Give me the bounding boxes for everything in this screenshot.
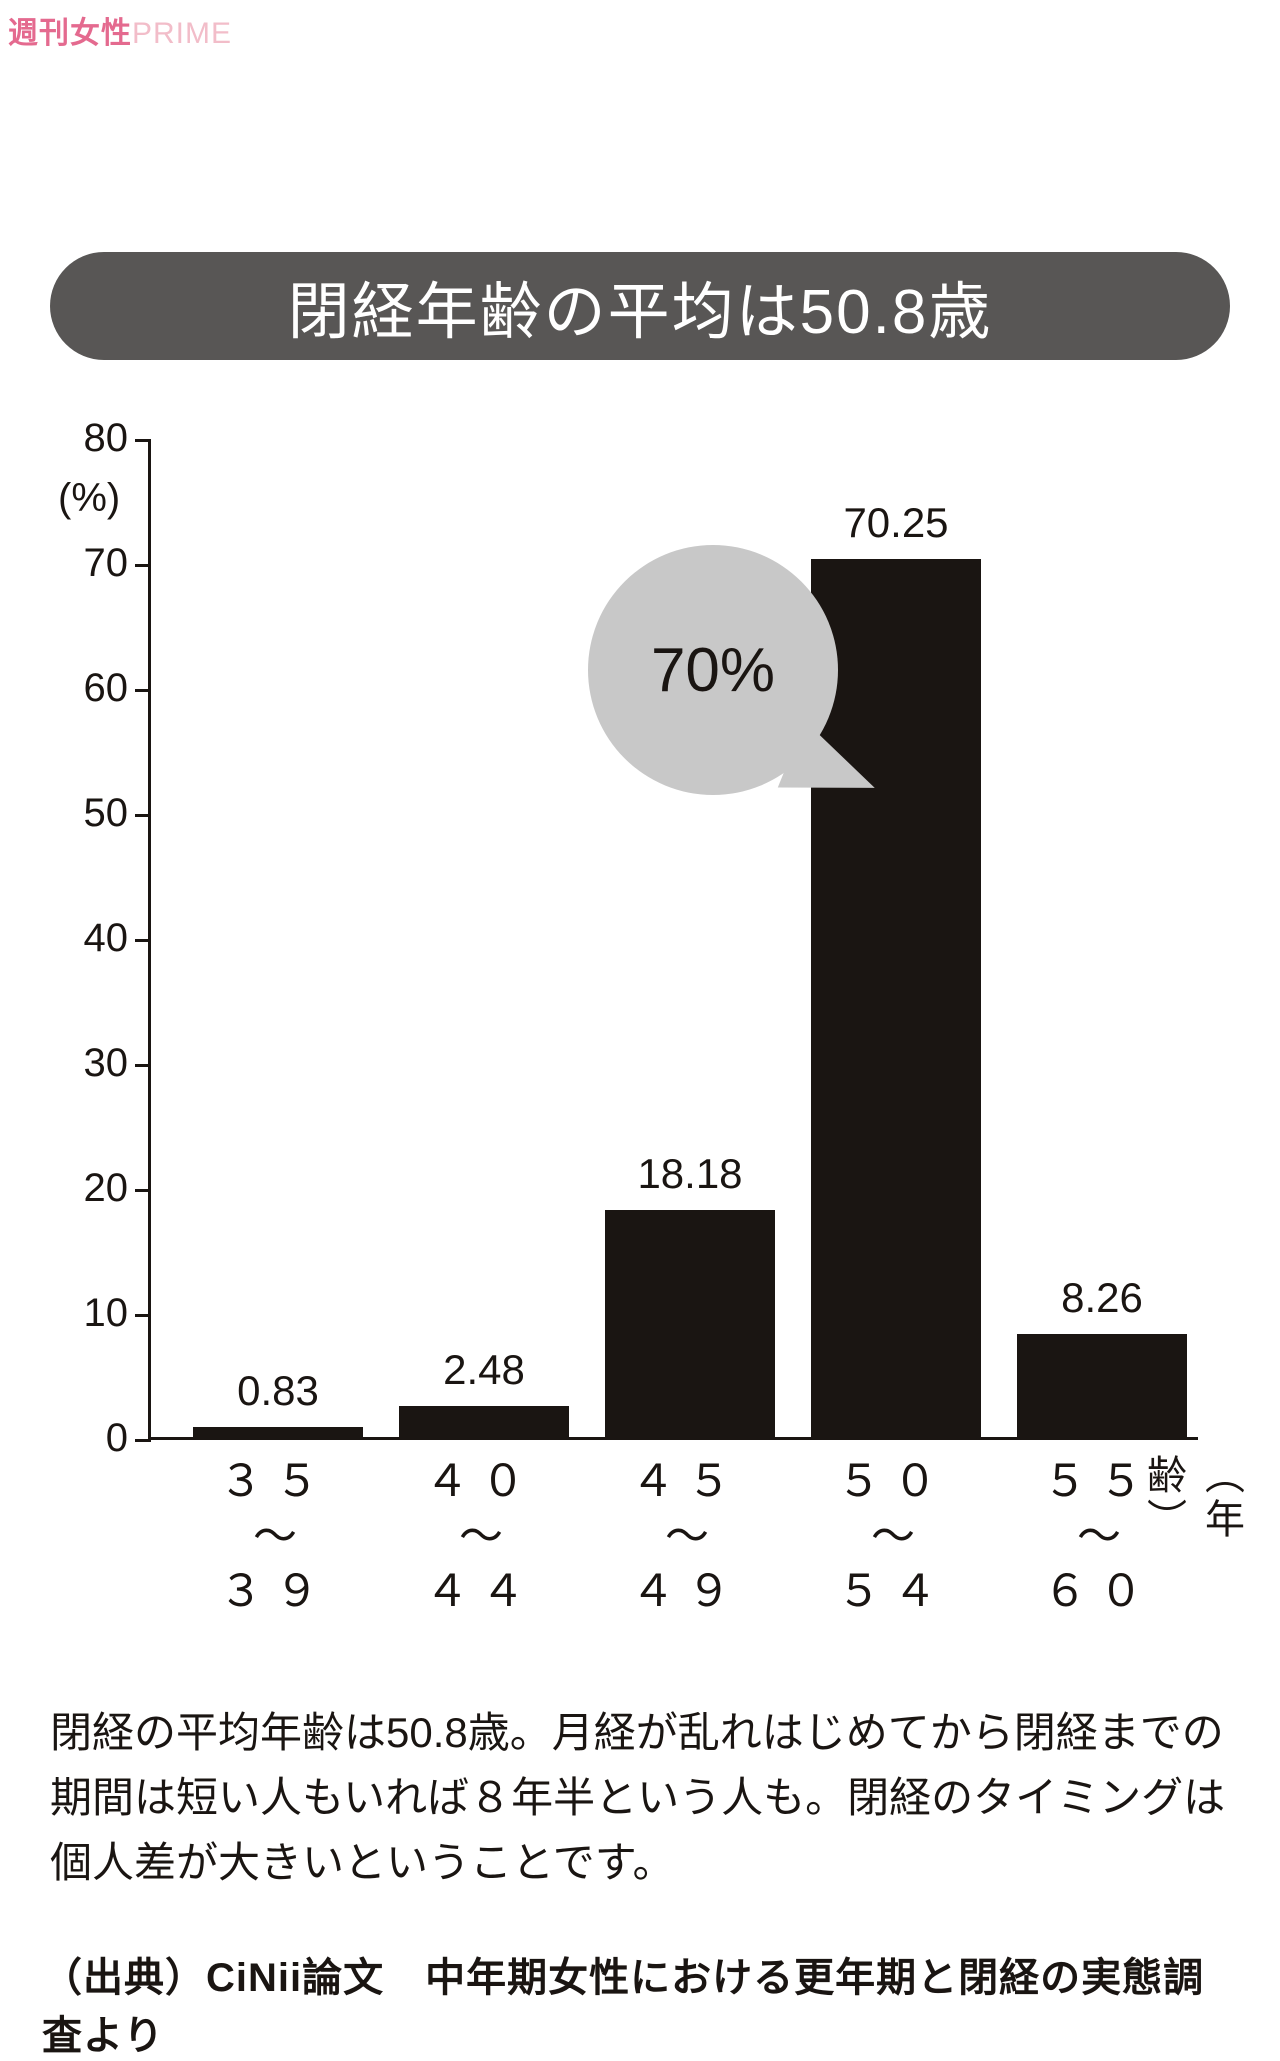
bar [1017,1334,1187,1437]
bar [193,1427,363,1437]
y-tick-label: 20 [48,1166,128,1211]
y-tick-label: 10 [48,1291,128,1336]
bar-value-label: 2.48 [384,1346,584,1394]
y-tick-label: 50 [48,791,128,836]
bar-value-label: 70.25 [796,499,996,547]
y-tick-label: 0 [48,1416,128,1461]
bar-slot [399,437,569,1437]
bar-value-label: 8.26 [1002,1274,1202,1322]
chart-title: 閉経年齢の平均は50.8歳 [288,261,993,351]
watermark-part-a: 週刊女性 [8,17,132,50]
container: 閉経年齢の平均は50.8歳 0.832.48 18.18 70.25 8.26 0 10… [0,252,1280,2061]
source-citation: （出典）CiNii論文 中年期女性における更年期と閉経の実態調査より [42,1945,1230,2061]
bar-slot [193,437,363,1437]
y-tick-label: 60 [48,666,128,711]
bar [811,559,981,1437]
x-category-label: ５０〜５４ [808,1454,978,1619]
bar [399,1406,569,1437]
watermark-part-b: PRIME [132,17,232,50]
bar-chart: 0.832.48 18.18 70.25 8.26 0 10 20 30 40 50 60 70 80… [30,380,1260,1580]
y-axis-unit: (%) [58,476,120,521]
chart-title-pill: 閉経年齢の平均は50.8歳 [50,252,1230,360]
bar-value-label: 0.83 [178,1367,378,1415]
bar [605,1210,775,1437]
y-tick-label: 30 [48,1041,128,1086]
x-category-label: ４０〜４４ [396,1454,566,1619]
watermark-logo: 週刊女性PRIME [8,8,232,52]
y-tick-label: 80 [48,416,128,461]
y-tick-label: 40 [48,916,128,961]
description-text: 閉経の平均年齢は50.8歳。月経が乱れはじめてから閉経までの期間は短い人もいれば… [50,1700,1230,1895]
x-category-label: ３５〜３９ [190,1454,360,1619]
bar-value-label: 18.18 [590,1150,790,1198]
x-axis-unit: （年齢） [1134,1454,1250,1580]
bar-slot [811,437,981,1437]
callout-text: 70% [651,635,775,706]
y-tick-label: 70 [48,541,128,586]
x-category-label: ４５〜４９ [602,1454,772,1619]
